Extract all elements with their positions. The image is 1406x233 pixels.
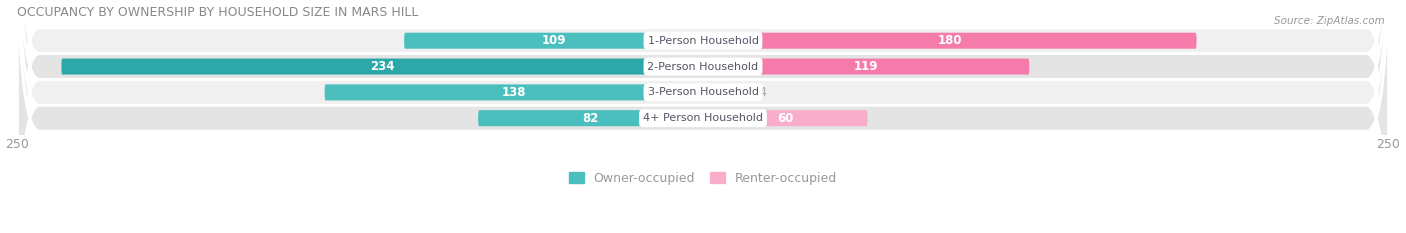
Text: 138: 138 bbox=[502, 86, 526, 99]
Text: 109: 109 bbox=[541, 34, 565, 47]
Text: 119: 119 bbox=[853, 60, 879, 73]
FancyBboxPatch shape bbox=[17, 0, 1389, 233]
FancyBboxPatch shape bbox=[17, 0, 1389, 233]
Text: 4+ Person Household: 4+ Person Household bbox=[643, 113, 763, 123]
FancyBboxPatch shape bbox=[703, 33, 1197, 49]
Text: 180: 180 bbox=[938, 34, 962, 47]
FancyBboxPatch shape bbox=[404, 33, 703, 49]
FancyBboxPatch shape bbox=[62, 58, 703, 75]
FancyBboxPatch shape bbox=[17, 0, 1389, 233]
FancyBboxPatch shape bbox=[17, 0, 1389, 233]
FancyBboxPatch shape bbox=[325, 84, 703, 100]
FancyBboxPatch shape bbox=[703, 84, 741, 100]
Text: 14: 14 bbox=[752, 86, 768, 99]
Text: 3-Person Household: 3-Person Household bbox=[648, 87, 758, 97]
Text: 60: 60 bbox=[778, 112, 793, 125]
Text: 2-Person Household: 2-Person Household bbox=[647, 62, 759, 72]
Text: 82: 82 bbox=[582, 112, 599, 125]
Text: Source: ZipAtlas.com: Source: ZipAtlas.com bbox=[1274, 16, 1385, 26]
Legend: Owner-occupied, Renter-occupied: Owner-occupied, Renter-occupied bbox=[564, 167, 842, 190]
Text: 1-Person Household: 1-Person Household bbox=[648, 36, 758, 46]
Text: OCCUPANCY BY OWNERSHIP BY HOUSEHOLD SIZE IN MARS HILL: OCCUPANCY BY OWNERSHIP BY HOUSEHOLD SIZE… bbox=[17, 6, 419, 19]
FancyBboxPatch shape bbox=[703, 58, 1029, 75]
FancyBboxPatch shape bbox=[478, 110, 703, 126]
FancyBboxPatch shape bbox=[703, 110, 868, 126]
Text: 234: 234 bbox=[370, 60, 395, 73]
